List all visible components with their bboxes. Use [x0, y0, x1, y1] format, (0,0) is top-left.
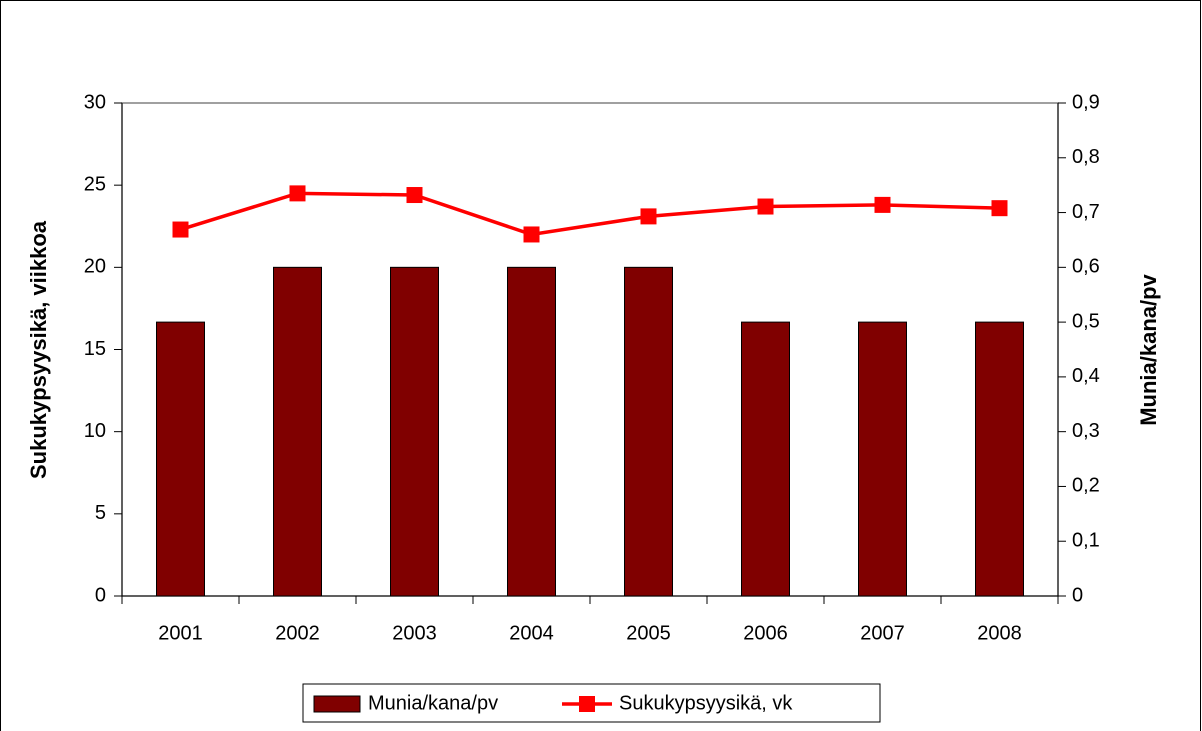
- x-tick-label: 2005: [626, 622, 671, 644]
- legend-marker: [579, 696, 595, 712]
- marker: [289, 185, 306, 202]
- x-tick-label: 2001: [158, 622, 203, 644]
- y-axis-title: Sukukypsyysikä, viikkoa: [26, 220, 51, 479]
- y-tick-label: 20: [84, 256, 106, 278]
- marker: [640, 208, 657, 225]
- bar: [273, 266, 322, 597]
- line: [179, 191, 1000, 237]
- y2-tick-label: 0,6: [1072, 256, 1100, 278]
- x-tick-label: 2007: [860, 622, 905, 644]
- bar: [390, 266, 439, 597]
- y2-tick-label: 0,4: [1072, 365, 1100, 387]
- marker: [757, 198, 774, 215]
- marker: [172, 221, 189, 238]
- legend-swatch: [313, 695, 361, 713]
- x-tick-label: 2008: [977, 622, 1022, 644]
- y2-tick-label: 0,5: [1072, 310, 1100, 332]
- bar: [858, 321, 907, 597]
- y-tick-label: 15: [84, 338, 106, 360]
- x-tick-label: 2003: [392, 622, 437, 644]
- legend-label: Sukukypsyysikä, vk: [619, 692, 793, 714]
- bar: [624, 266, 673, 597]
- y-tick-label: 30: [84, 91, 106, 113]
- marker: [991, 200, 1008, 217]
- y-tick-label: 25: [84, 173, 106, 195]
- bar: [975, 321, 1024, 597]
- legend-label: Munia/kana/pv: [368, 692, 498, 714]
- y-tick-label: 0: [95, 584, 106, 606]
- plot-frame: [121, 102, 1059, 597]
- y2-tick-label: 0,1: [1072, 530, 1100, 552]
- x-tick-label: 2004: [509, 622, 554, 644]
- y2-axis-title: Munia/kana/pv: [1136, 273, 1161, 425]
- y-tick-label: 5: [95, 502, 106, 524]
- bar: [507, 266, 556, 597]
- bar: [741, 321, 790, 597]
- bar: [156, 321, 205, 597]
- y2-tick-label: 0: [1072, 584, 1083, 606]
- marker: [523, 226, 540, 243]
- y-tick-label: 10: [84, 420, 106, 442]
- marker: [406, 187, 423, 204]
- x-tick-label: 2006: [743, 622, 788, 644]
- y2-tick-label: 0,3: [1072, 420, 1100, 442]
- y2-tick-label: 0,8: [1072, 146, 1100, 168]
- y2-tick-label: 0,2: [1072, 475, 1100, 497]
- x-tick-label: 2002: [275, 622, 320, 644]
- y2-tick-label: 0,7: [1072, 201, 1100, 223]
- y2-tick-label: 0,9: [1072, 91, 1100, 113]
- marker: [874, 196, 891, 213]
